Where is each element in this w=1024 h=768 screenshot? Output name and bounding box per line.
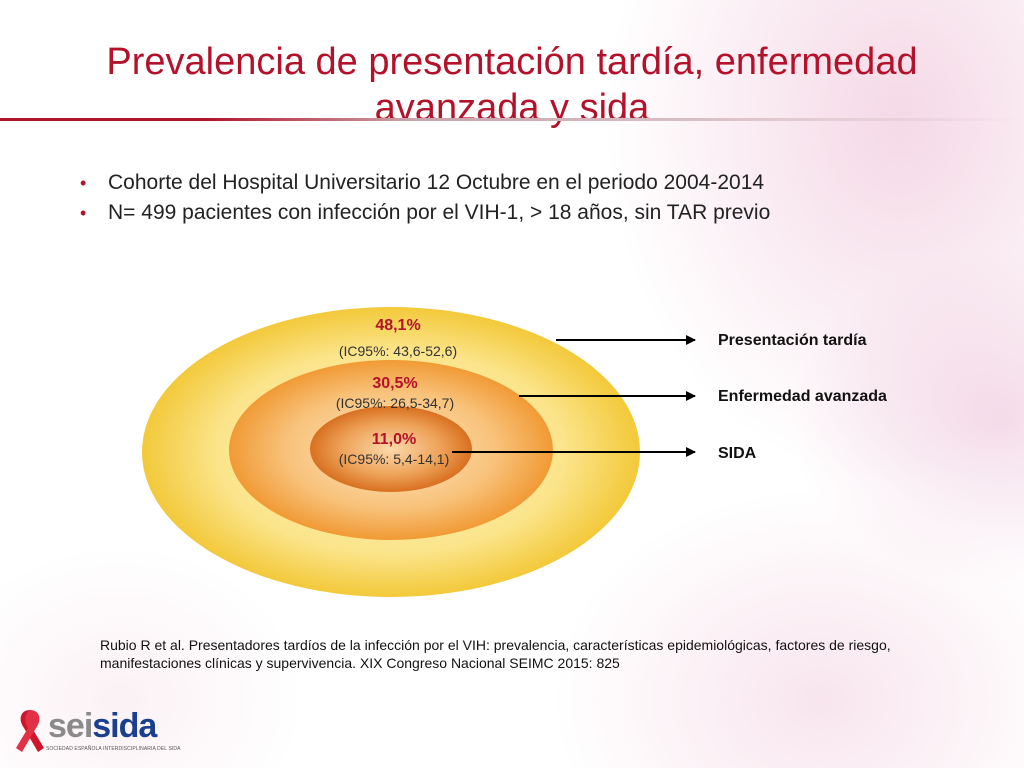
ring-label-sida: 11,0% (IC95%: 5,4-14,1) bbox=[264, 430, 524, 468]
ci-sida: (IC95%: 5,4-14,1) bbox=[338, 451, 450, 467]
bullet-list: • Cohorte del Hospital Universitario 12 O… bbox=[80, 168, 1000, 228]
label-sida: SIDA bbox=[718, 445, 757, 462]
bullet-dot-icon: • bbox=[80, 203, 87, 223]
ring-label-enfermedad-avanzada: 30,5% (IC95%: 26,5-34,7) bbox=[265, 374, 525, 412]
bullet-text: N= 499 pacientes con infección por el VI… bbox=[108, 201, 771, 224]
ci-presentacion-tardia: (IC95%: 43,6-52,6) bbox=[338, 343, 458, 359]
bullet-item: • N= 499 pacientes con infección por el V… bbox=[80, 198, 1000, 228]
citation-text: Rubio R et al. Presentadores tardíos de … bbox=[100, 637, 891, 671]
title-divider bbox=[0, 118, 1024, 121]
page-title: Prevalencia de presentación tardía, enfe… bbox=[106, 41, 918, 130]
bullet-item: • Cohorte del Hospital Universitario 12 O… bbox=[80, 168, 1000, 198]
label-enfermedad-avanzada: Enfermedad avanzada bbox=[718, 388, 887, 405]
logo-subtitle: SOCIEDAD ESPAÑOLA INTERDISCIPLINARIA DEL… bbox=[46, 746, 181, 752]
inner-ellipse-sida bbox=[310, 406, 472, 492]
bullet-dot-icon: • bbox=[80, 173, 87, 193]
red-ribbon-icon bbox=[16, 710, 44, 752]
bullet-text: Cohorte del Hospital Universitario 12 Oc… bbox=[108, 171, 765, 194]
value-enfermedad-avanzada: 30,5% bbox=[372, 375, 418, 392]
ci-enfermedad-avanzada: (IC95%: 26,5-34,7) bbox=[335, 395, 455, 411]
seisida-logo: seisida SOCIEDAD ESPAÑOLA INTERDISCIPLIN… bbox=[10, 706, 180, 762]
logo-wordmark-part1: sei bbox=[48, 707, 93, 745]
ring-label-presentacion-tardia: 48,1% (IC95%: 43,6-52,6) bbox=[268, 316, 528, 360]
logo-wordmark: seisida bbox=[48, 706, 157, 746]
logo-wordmark-part2: sida bbox=[92, 707, 157, 745]
value-sida: 11,0% bbox=[371, 431, 417, 448]
label-presentacion-tardia: Presentación tardía bbox=[718, 332, 867, 349]
value-presentacion-tardia: 48,1% bbox=[375, 317, 421, 334]
